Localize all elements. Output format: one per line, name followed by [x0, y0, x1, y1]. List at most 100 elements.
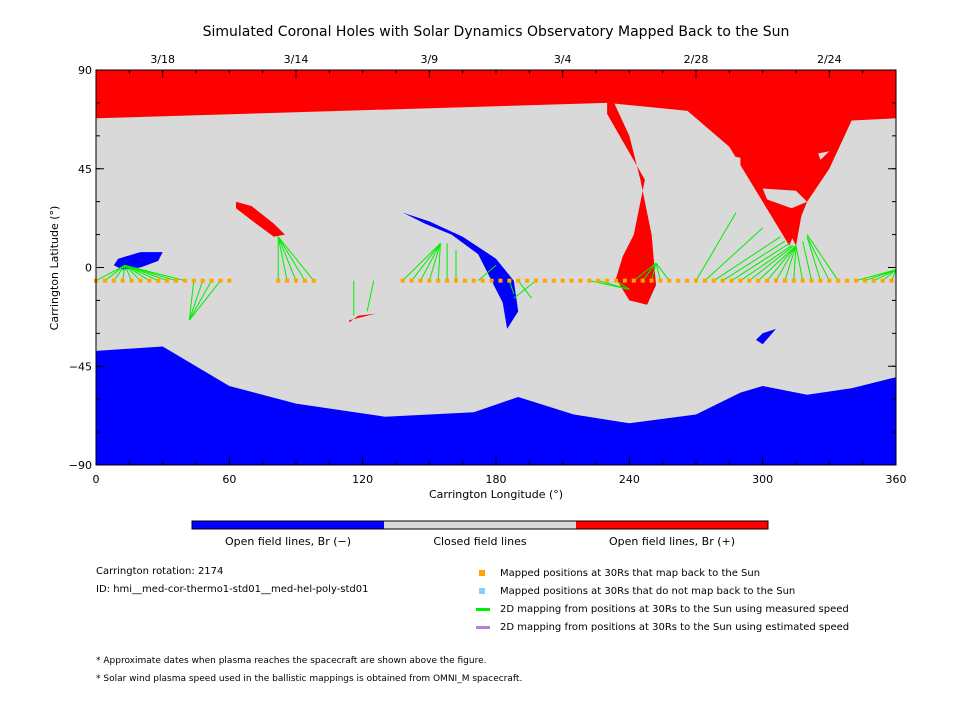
- mapped-point: [765, 278, 770, 283]
- mapped-point: [836, 278, 841, 283]
- y-tick-label: −45: [69, 360, 92, 373]
- y-tick-label: 0: [85, 262, 92, 275]
- mapped-point: [418, 278, 423, 283]
- mapping-line: [806, 234, 839, 281]
- legend-label: Mapped positions at 30Rs that map back t…: [500, 567, 761, 579]
- colorbar-segment: [384, 521, 576, 529]
- mapping-line: [722, 240, 786, 282]
- legend-label: 2D mapping from positions at 30Rs to the…: [500, 621, 850, 633]
- x-tick-label: 360: [886, 473, 907, 486]
- mapped-point: [676, 278, 681, 283]
- model-id: ID: hmi__med-cor-thermo1-std01__med-hel-…: [96, 584, 369, 595]
- mapped-point: [605, 278, 610, 283]
- mapping-line: [766, 245, 797, 281]
- mapping-line: [615, 280, 630, 290]
- mapped-point: [498, 278, 503, 283]
- mapped-point: [294, 278, 298, 283]
- mapped-point: [182, 278, 187, 283]
- mapped-point: [685, 278, 690, 283]
- mapping-line: [277, 236, 288, 281]
- mapping-line: [775, 245, 797, 281]
- mapped-point: [738, 278, 743, 283]
- mapped-point: [129, 278, 134, 283]
- date-tick-label: 3/9: [420, 53, 438, 66]
- date-tick-label: 2/24: [817, 53, 842, 66]
- mapped-point: [747, 278, 752, 283]
- mapped-point: [200, 278, 205, 283]
- y-axis-label: Carrington Latitude (°): [48, 206, 61, 331]
- y-tick-label: −90: [69, 459, 92, 472]
- mapped-point: [862, 278, 867, 283]
- mapped-point: [534, 278, 538, 283]
- mapped-point: [489, 278, 494, 283]
- mapped-point: [462, 278, 467, 283]
- mapping-line: [124, 264, 186, 282]
- mapped-point: [774, 278, 778, 283]
- mapped-point: [427, 278, 432, 283]
- mapping-line: [277, 236, 306, 281]
- mapped-point: [542, 278, 547, 283]
- mapping-line: [124, 264, 159, 282]
- closed-patch-2: [818, 151, 830, 160]
- mapping-line: [873, 269, 897, 282]
- mapped-point: [889, 278, 894, 283]
- mapping-line: [882, 269, 897, 282]
- region-open-positive-7: [349, 313, 376, 323]
- legend-marker-square: [479, 570, 485, 576]
- mapped-point: [276, 278, 281, 283]
- mapped-point: [827, 278, 832, 283]
- legend-item: 2D mapping from positions at 30Rs to the…: [476, 602, 849, 616]
- mapping-line: [277, 236, 315, 281]
- mapped-point: [694, 278, 698, 283]
- region-open-positive-2: [607, 87, 656, 305]
- mapping-line: [188, 280, 221, 321]
- legend-item: Mapped positions at 30Rs that map back t…: [476, 566, 760, 580]
- legend-label: Mapped positions at 30Rs that do not map…: [500, 585, 796, 597]
- mapped-point: [209, 278, 214, 283]
- region-open-negative-8: [756, 328, 776, 345]
- legend-marker-line: [476, 607, 490, 611]
- mapped-point: [631, 278, 636, 283]
- y-tick-label: 90: [78, 64, 92, 77]
- mapped-point: [578, 278, 583, 283]
- mapped-point: [791, 278, 796, 283]
- mapping-line: [642, 262, 657, 281]
- mapped-point: [818, 278, 823, 283]
- mapped-point: [720, 278, 725, 283]
- mapped-point: [667, 278, 672, 283]
- mapping-line: [188, 280, 204, 321]
- mapped-point: [551, 278, 556, 283]
- mapping-line: [508, 280, 515, 294]
- axes: 0 60 120 180 240 300 360 90 45 0 −45 −90 3/18 3/14 3/9…: [69, 53, 907, 486]
- mapped-point: [120, 278, 125, 283]
- mapped-point: [147, 278, 152, 283]
- mapped-point: [809, 278, 814, 283]
- mapped-point: [560, 278, 565, 283]
- legend-marker-line: [476, 625, 490, 629]
- mapping-line: [104, 264, 126, 282]
- region-open-negative-4: [402, 212, 519, 329]
- colorbar-label: Open field lines, Br (−): [225, 535, 351, 548]
- mapped-point: [111, 278, 116, 283]
- closed-patch-0: [762, 188, 808, 209]
- x-tick-label: 300: [752, 473, 773, 486]
- mapped-point: [596, 278, 601, 283]
- colorbar-frame: [191, 520, 769, 530]
- mapped-point: [285, 278, 290, 283]
- mapping-line: [188, 280, 212, 321]
- mapping-line: [477, 264, 497, 282]
- mapped-point: [227, 278, 232, 283]
- note-dates: * Approximate dates when plasma reaches …: [96, 656, 487, 666]
- mapped-point: [156, 278, 161, 283]
- region-open-positive-1: [96, 70, 896, 246]
- mapping-line: [113, 265, 126, 281]
- x-tick-label: 240: [619, 473, 640, 486]
- mapping-line: [124, 264, 141, 282]
- mapping-line: [402, 243, 441, 282]
- x-tick-label: 60: [222, 473, 236, 486]
- mapping-line: [806, 236, 821, 281]
- mapped-point: [614, 278, 618, 283]
- mapped-point: [702, 278, 707, 283]
- mapping-line: [795, 245, 804, 281]
- carrington-rotation: Carrington rotation: 2174: [96, 566, 224, 577]
